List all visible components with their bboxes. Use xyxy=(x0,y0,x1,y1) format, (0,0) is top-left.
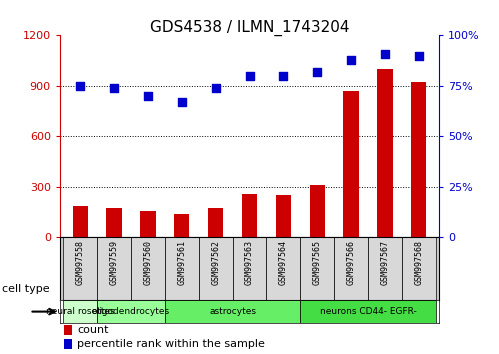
Point xyxy=(144,93,152,99)
Text: GDS4538 / ILMN_1743204: GDS4538 / ILMN_1743204 xyxy=(150,19,349,36)
Text: GSM997564: GSM997564 xyxy=(279,240,288,285)
Bar xyxy=(402,237,436,300)
Text: neural rosettes: neural rosettes xyxy=(46,307,114,316)
Bar xyxy=(97,300,165,323)
Text: oligodendrocytes: oligodendrocytes xyxy=(92,307,170,316)
Point xyxy=(76,83,84,88)
Text: GSM997558: GSM997558 xyxy=(76,240,85,285)
Point xyxy=(279,73,287,79)
Point xyxy=(246,73,253,79)
Point xyxy=(415,53,423,58)
Text: GSM997562: GSM997562 xyxy=(211,240,220,285)
Bar xyxy=(233,237,266,300)
Bar xyxy=(63,300,97,323)
Point xyxy=(110,85,118,91)
Text: GSM997559: GSM997559 xyxy=(110,240,119,285)
Bar xyxy=(334,237,368,300)
Bar xyxy=(300,237,334,300)
Point xyxy=(178,99,186,105)
Bar xyxy=(97,237,131,300)
Text: astrocytes: astrocytes xyxy=(209,307,256,316)
Text: percentile rank within the sample: percentile rank within the sample xyxy=(77,339,265,349)
Point xyxy=(212,85,220,91)
Text: GSM997561: GSM997561 xyxy=(177,240,186,285)
Bar xyxy=(242,194,257,237)
Bar xyxy=(276,195,291,237)
Bar xyxy=(266,237,300,300)
Text: GSM997567: GSM997567 xyxy=(380,240,389,285)
Bar xyxy=(300,300,436,323)
Bar xyxy=(165,237,199,300)
Bar xyxy=(64,339,72,349)
Bar xyxy=(208,209,223,237)
Text: GSM997560: GSM997560 xyxy=(143,240,152,285)
Point xyxy=(347,57,355,62)
Bar xyxy=(64,325,72,336)
Point xyxy=(381,51,389,56)
Text: GSM997565: GSM997565 xyxy=(313,240,322,285)
Bar xyxy=(165,300,300,323)
Text: cell type: cell type xyxy=(2,284,50,293)
Point xyxy=(313,69,321,75)
Text: neurons CD44- EGFR-: neurons CD44- EGFR- xyxy=(320,307,416,316)
Text: count: count xyxy=(77,325,108,335)
Text: GSM997563: GSM997563 xyxy=(245,240,254,285)
Text: GSM997568: GSM997568 xyxy=(414,240,423,285)
Bar xyxy=(368,237,402,300)
Bar xyxy=(199,237,233,300)
Bar xyxy=(343,91,359,237)
Text: GSM997566: GSM997566 xyxy=(347,240,356,285)
Bar xyxy=(309,185,325,237)
Bar xyxy=(140,211,156,237)
Bar xyxy=(63,237,97,300)
Bar xyxy=(411,82,427,237)
Bar xyxy=(377,69,393,237)
Bar xyxy=(106,208,122,237)
Bar xyxy=(174,213,190,237)
Bar xyxy=(72,206,88,237)
Bar xyxy=(131,237,165,300)
